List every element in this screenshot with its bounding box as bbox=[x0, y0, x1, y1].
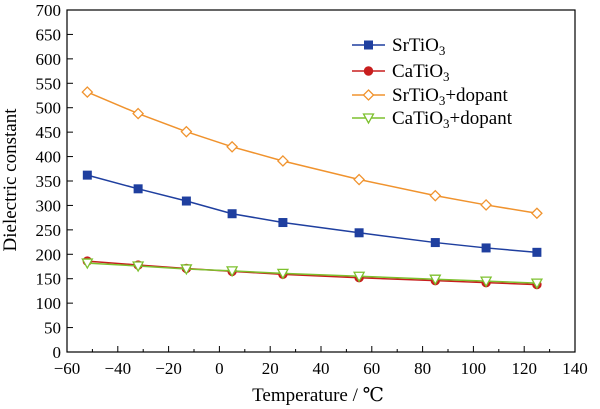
data-point bbox=[225, 266, 239, 278]
data-point bbox=[226, 140, 239, 153]
y-tick-label: 400 bbox=[36, 148, 62, 167]
series-4 bbox=[81, 258, 544, 290]
y-tick-label: 200 bbox=[36, 245, 62, 264]
y-axis-title: Dielectric constant bbox=[0, 108, 21, 252]
data-point bbox=[181, 196, 191, 206]
y-tick-label: 150 bbox=[36, 270, 62, 289]
legend-label: CaTiO3 bbox=[392, 61, 450, 84]
x-tick-label: 140 bbox=[562, 359, 588, 378]
data-point bbox=[132, 107, 145, 120]
data-point bbox=[180, 125, 193, 138]
series-3 bbox=[81, 86, 543, 220]
x-axis-title: Temperature / ℃ bbox=[252, 385, 384, 406]
legend-marker bbox=[364, 40, 373, 50]
legend-label-subscript: 3 bbox=[443, 69, 450, 84]
x-tick-label: −60 bbox=[54, 359, 81, 378]
x-tick-label: 80 bbox=[414, 359, 431, 378]
x-tick-label: 100 bbox=[461, 359, 487, 378]
data-point bbox=[354, 228, 364, 238]
x-tick-label: 60 bbox=[363, 359, 380, 378]
data-point bbox=[278, 218, 288, 228]
legend-label-base: SrTiO bbox=[392, 35, 439, 56]
y-tick-label: 350 bbox=[36, 172, 62, 191]
data-point bbox=[133, 184, 143, 194]
data-point bbox=[530, 278, 544, 290]
data-point bbox=[530, 207, 543, 220]
legend-label-base: CaTiO bbox=[392, 108, 443, 129]
y-tick-label: 50 bbox=[44, 319, 61, 338]
legend-label: SrTiO3+dopant bbox=[392, 85, 508, 108]
data-point bbox=[480, 199, 493, 211]
data-point bbox=[82, 170, 92, 180]
data-point bbox=[430, 238, 440, 248]
x-tick-label: −20 bbox=[155, 359, 182, 378]
legend-label-base: SrTiO bbox=[392, 85, 439, 106]
legend-label-suffix: +dopant bbox=[445, 85, 508, 106]
legend-item: SrTiO3 bbox=[352, 35, 445, 58]
y-tick-label: 700 bbox=[36, 1, 62, 20]
y-tick-label: 300 bbox=[36, 196, 62, 215]
data-point bbox=[276, 268, 290, 280]
legend-label: CaTiO3+dopant bbox=[392, 108, 513, 131]
y-tick-label: 650 bbox=[36, 25, 62, 44]
y-tick-label: 450 bbox=[36, 123, 62, 142]
series-1 bbox=[82, 170, 542, 257]
data-point bbox=[81, 258, 94, 270]
x-tick-label: 40 bbox=[313, 359, 330, 378]
y-tick-label: 100 bbox=[36, 294, 62, 313]
legend-item: CaTiO3+dopant bbox=[352, 108, 513, 131]
x-tick-label: 20 bbox=[262, 359, 279, 378]
legend-item: CaTiO3 bbox=[352, 61, 450, 84]
legend-marker bbox=[362, 89, 375, 101]
legend-label-subscript: 3 bbox=[443, 116, 450, 131]
y-tick-label: 0 bbox=[53, 343, 62, 362]
data-point bbox=[429, 189, 442, 202]
data-point bbox=[180, 264, 193, 276]
data-point bbox=[479, 276, 493, 288]
y-tick-label: 600 bbox=[36, 50, 62, 69]
plot-frame bbox=[66, 9, 576, 353]
y-tick-label: 500 bbox=[36, 99, 62, 118]
x-tick-label: 0 bbox=[215, 359, 224, 378]
legend-item: SrTiO3+dopant bbox=[352, 85, 508, 108]
series-group bbox=[81, 86, 544, 290]
legend-marker bbox=[362, 113, 375, 125]
legend-label-base: CaTiO bbox=[392, 61, 443, 82]
legend-label-subscript: 3 bbox=[439, 93, 446, 108]
data-point bbox=[132, 261, 145, 273]
legend-label: SrTiO3 bbox=[392, 35, 445, 58]
data-point bbox=[481, 243, 491, 253]
data-point bbox=[81, 86, 94, 98]
plot-frame-group bbox=[66, 9, 576, 353]
data-point bbox=[227, 209, 237, 219]
x-tick-label: 120 bbox=[511, 359, 537, 378]
data-point bbox=[352, 271, 366, 283]
data-point bbox=[276, 155, 289, 167]
ticks-group: −60 −40 −20 0 20 40 60 80 100 120 140 0 50 100 150 200 2… bbox=[36, 1, 588, 378]
y-tick-label: 250 bbox=[36, 221, 62, 240]
data-point bbox=[429, 274, 442, 286]
y-tick-label: 550 bbox=[36, 74, 62, 93]
legend-label-suffix: +dopant bbox=[450, 108, 513, 129]
data-point bbox=[353, 173, 366, 186]
legend-label-subscript: 3 bbox=[439, 43, 446, 58]
series-line bbox=[87, 174, 537, 254]
x-tick-label: −40 bbox=[105, 359, 132, 378]
legend-marker bbox=[363, 66, 374, 76]
series-2 bbox=[82, 256, 542, 290]
data-point bbox=[532, 247, 542, 257]
